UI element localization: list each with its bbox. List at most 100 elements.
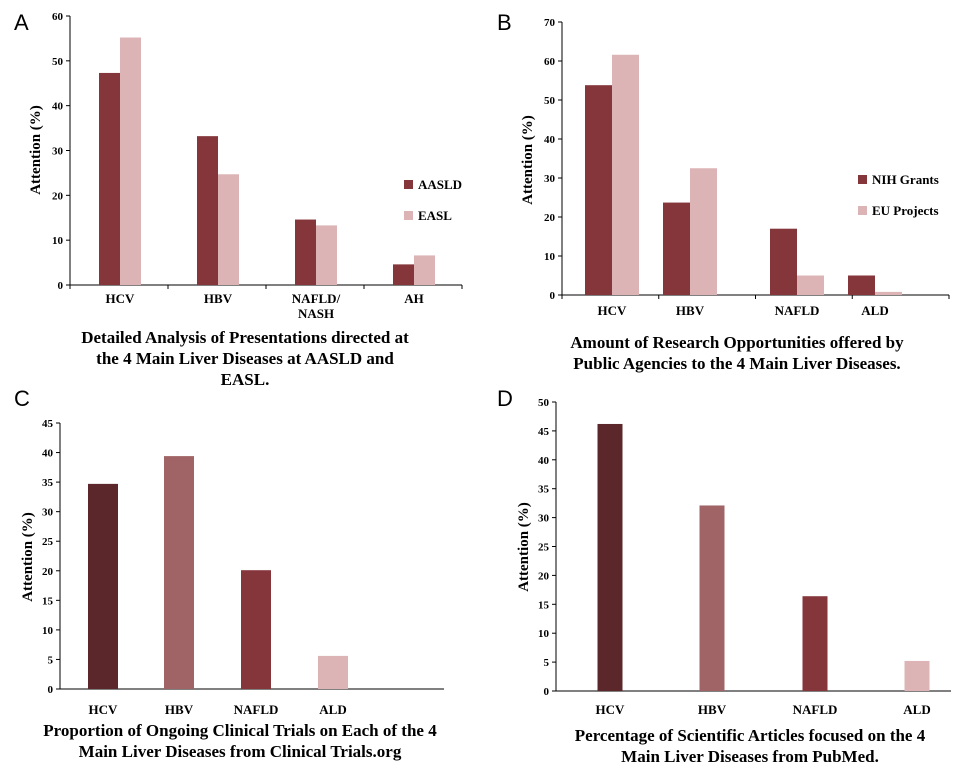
- panel-letter: C: [14, 386, 30, 411]
- category-label: AH: [404, 291, 424, 306]
- legend-label: EASL: [418, 208, 452, 223]
- y-tick-label: 30: [544, 173, 556, 185]
- legend-swatch: [858, 175, 867, 184]
- bar-hbv: [699, 505, 725, 691]
- bar-nafld: [802, 596, 828, 691]
- category-label: HCV: [89, 702, 119, 717]
- bar-eu-projects-hbv: [690, 168, 717, 295]
- panel-letter: D: [497, 386, 513, 411]
- y-axis-label: Attention (%): [520, 115, 536, 205]
- y-tick-label: 40: [42, 448, 54, 460]
- bar-aasld-nafldnash: [295, 219, 316, 285]
- chart-caption: Main Liver Diseases from PubMed.: [621, 747, 879, 765]
- bar-eu-projects-ald: [875, 291, 902, 295]
- chart-caption: Main Liver Diseases from Clinical Trials…: [79, 742, 402, 761]
- y-axis-label: Attention (%): [28, 105, 44, 195]
- category-label: NAFLD: [775, 303, 820, 318]
- bar-nafld: [241, 570, 271, 689]
- chart-panel-b: B 0 10 20 30 40 50 60 70 HCV HBV NAFLD ALD Attention …: [497, 10, 950, 373]
- chart-caption: Public Agencies to the 4 Main Liver Dise…: [573, 354, 900, 373]
- category-label: HCV: [596, 702, 626, 717]
- bar-ald: [318, 655, 348, 689]
- y-tick-label: 30: [538, 513, 550, 525]
- y-tick-label: 35: [538, 484, 550, 496]
- chart-caption: the 4 Main Liver Diseases at AASLD and: [96, 349, 394, 368]
- panel-letter: A: [14, 10, 29, 35]
- legend-label: NIH Grants: [872, 172, 939, 187]
- bar-easl-hcv: [120, 37, 141, 285]
- chart-panel-c: C 0 5 10 15 20 25 30 35 40 45 HCV HBV NAFLD ALD Attenti…: [14, 386, 444, 761]
- bar-hcv: [88, 483, 118, 689]
- bar-easl-ah: [414, 255, 435, 285]
- y-tick-label: 40: [544, 134, 556, 146]
- y-tick-label: 60: [544, 56, 556, 68]
- chart-panel-a: A 0 10 20 30 40 50 60 HCV HBV NAFLD/NASH AH Attentio…: [14, 10, 463, 389]
- bar-nih-grants-hcv: [585, 85, 612, 296]
- bar-aasld-ah: [393, 264, 414, 285]
- y-tick-label: 20: [42, 566, 54, 578]
- y-tick-label: 0: [550, 290, 556, 302]
- y-tick-label: 0: [48, 684, 54, 696]
- legend-swatch: [404, 211, 413, 220]
- y-tick-label: 45: [538, 426, 550, 438]
- y-tick-label: 20: [52, 190, 64, 202]
- y-tick-label: 40: [538, 455, 550, 467]
- y-tick-label: 20: [538, 570, 550, 582]
- y-tick-label: 50: [52, 56, 64, 68]
- y-tick-label: 45: [42, 418, 54, 430]
- y-tick-label: 10: [52, 235, 64, 247]
- bar-ald: [904, 660, 930, 691]
- bar-aasld-hbv: [197, 136, 218, 285]
- y-tick-label: 30: [42, 507, 54, 519]
- y-axis-label: Attention (%): [516, 502, 532, 592]
- category-label: HCV: [106, 291, 136, 306]
- legend-label: AASLD: [418, 177, 462, 192]
- bar-hbv: [164, 456, 194, 689]
- category-label: HCV: [598, 303, 628, 318]
- y-tick-label: 50: [538, 397, 550, 409]
- bar-nih-grants-ald: [848, 275, 875, 295]
- y-tick-label: 0: [544, 686, 550, 698]
- y-tick-label: 0: [58, 280, 64, 292]
- category-label: HBV: [165, 702, 194, 717]
- category-label: HBV: [676, 303, 705, 318]
- bar-eu-projects-nafld: [797, 275, 824, 295]
- y-tick-label: 40: [52, 101, 64, 113]
- legend-label: EU Projects: [872, 203, 939, 218]
- chart-caption: Detailed Analysis of Presentations direc…: [81, 328, 409, 347]
- bar-easl-hbv: [218, 174, 239, 285]
- bar-aasld-hcv: [99, 72, 120, 286]
- y-tick-label: 15: [42, 595, 54, 607]
- category-label: ALD: [861, 303, 888, 318]
- category-label: HBV: [204, 291, 233, 306]
- y-tick-label: 50: [544, 95, 556, 107]
- y-tick-label: 70: [544, 17, 556, 29]
- category-label: NASH: [298, 306, 334, 321]
- chart-caption: Percentage of Scientific Articles focuse…: [575, 726, 926, 745]
- chart-caption: EASL.: [221, 370, 270, 389]
- y-tick-label: 10: [42, 625, 54, 637]
- chart-caption: Proportion of Ongoing Clinical Trials on…: [43, 721, 437, 740]
- bar-hcv: [597, 423, 623, 691]
- category-label: ALD: [903, 702, 930, 717]
- category-label: NAFLD/: [292, 291, 341, 306]
- bar-nih-grants-hbv: [663, 202, 690, 295]
- category-label: ALD: [319, 702, 346, 717]
- y-tick-label: 25: [42, 536, 54, 548]
- category-label: NAFLD: [793, 702, 838, 717]
- category-label: HBV: [698, 702, 727, 717]
- y-tick-label: 60: [52, 11, 64, 23]
- y-axis-label: Attention (%): [20, 512, 36, 602]
- y-tick-label: 30: [52, 146, 64, 158]
- legend-swatch: [404, 180, 413, 189]
- y-tick-label: 35: [42, 477, 54, 489]
- y-tick-label: 15: [538, 599, 550, 611]
- y-tick-label: 5: [544, 657, 550, 669]
- bar-eu-projects-hcv: [612, 54, 639, 296]
- y-tick-label: 10: [544, 251, 556, 263]
- category-label: NAFLD: [234, 702, 279, 717]
- y-tick-label: 5: [48, 654, 54, 666]
- bar-easl-nafldnash: [316, 225, 337, 285]
- legend-swatch: [858, 206, 867, 215]
